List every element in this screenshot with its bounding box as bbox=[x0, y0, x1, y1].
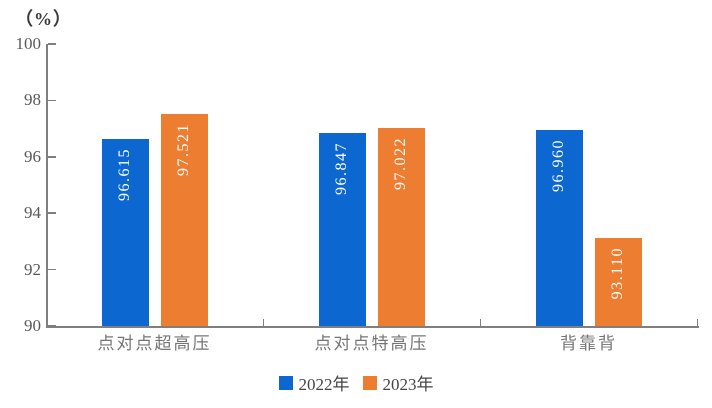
y-tick-label: 96 bbox=[24, 146, 41, 166]
legend: 2022年 2023年 bbox=[0, 370, 712, 395]
y-tick-label: 94 bbox=[24, 203, 41, 223]
bar-value-label: 96.615 bbox=[116, 148, 133, 202]
legend-label: 2023年 bbox=[382, 375, 434, 394]
y-tick-mark bbox=[47, 325, 56, 327]
bar-series-1-cat-0 bbox=[160, 113, 208, 326]
bar-series-0-cat-1 bbox=[318, 132, 366, 326]
y-tick-mark bbox=[47, 212, 56, 214]
category-label: 背靠背 bbox=[560, 334, 617, 353]
bar-value-label: 97.022 bbox=[392, 136, 409, 190]
y-tick-mark bbox=[47, 99, 56, 102]
bar-series-1-cat-2 bbox=[594, 238, 642, 326]
y-tick-label: 100 bbox=[15, 34, 42, 53]
legend-item-2022年: 2022年 bbox=[278, 370, 350, 395]
bar-series-0-cat-0 bbox=[101, 139, 149, 326]
legend-item-2023年: 2023年 bbox=[362, 370, 434, 395]
bar-value-label: 93.110 bbox=[609, 247, 626, 300]
y-tick-mark bbox=[47, 156, 56, 158]
y-tick-label: 90 bbox=[24, 316, 41, 335]
category-boundary-tick bbox=[262, 319, 264, 326]
category-label: 点对点超高压 bbox=[97, 334, 212, 353]
y-tick-mark bbox=[47, 268, 56, 271]
y-tick-label: 92 bbox=[24, 259, 41, 279]
bar-value-label: 97.521 bbox=[175, 122, 192, 176]
bar-value-label-box: 96.960 bbox=[536, 139, 583, 192]
y-axis-unit-label: （%） bbox=[15, 9, 72, 29]
legend-swatch bbox=[362, 375, 377, 390]
category-label: 点对点特高压 bbox=[314, 334, 429, 353]
x-axis-line bbox=[46, 326, 699, 328]
bar-value-label-box: 93.110 bbox=[595, 247, 642, 299]
bar-value-label-box: 96.847 bbox=[319, 142, 366, 195]
bar-value-label-box: 97.521 bbox=[161, 123, 208, 176]
y-tick-label: 98 bbox=[24, 90, 41, 110]
y-axis-line bbox=[46, 44, 48, 326]
bar-value-label: 96.960 bbox=[550, 138, 567, 192]
legend-swatch bbox=[278, 375, 293, 390]
bar-series-1-cat-1 bbox=[377, 127, 425, 326]
y-tick-mark bbox=[47, 43, 56, 45]
bar-series-0-cat-2 bbox=[535, 129, 583, 326]
legend-label: 2022年 bbox=[298, 375, 350, 394]
bar-value-label-box: 97.022 bbox=[378, 137, 425, 190]
category-boundary-tick bbox=[479, 319, 481, 326]
bar-value-label: 96.847 bbox=[333, 141, 350, 195]
bar-value-label-box: 96.615 bbox=[102, 148, 149, 201]
category-boundary-tick bbox=[696, 319, 698, 326]
